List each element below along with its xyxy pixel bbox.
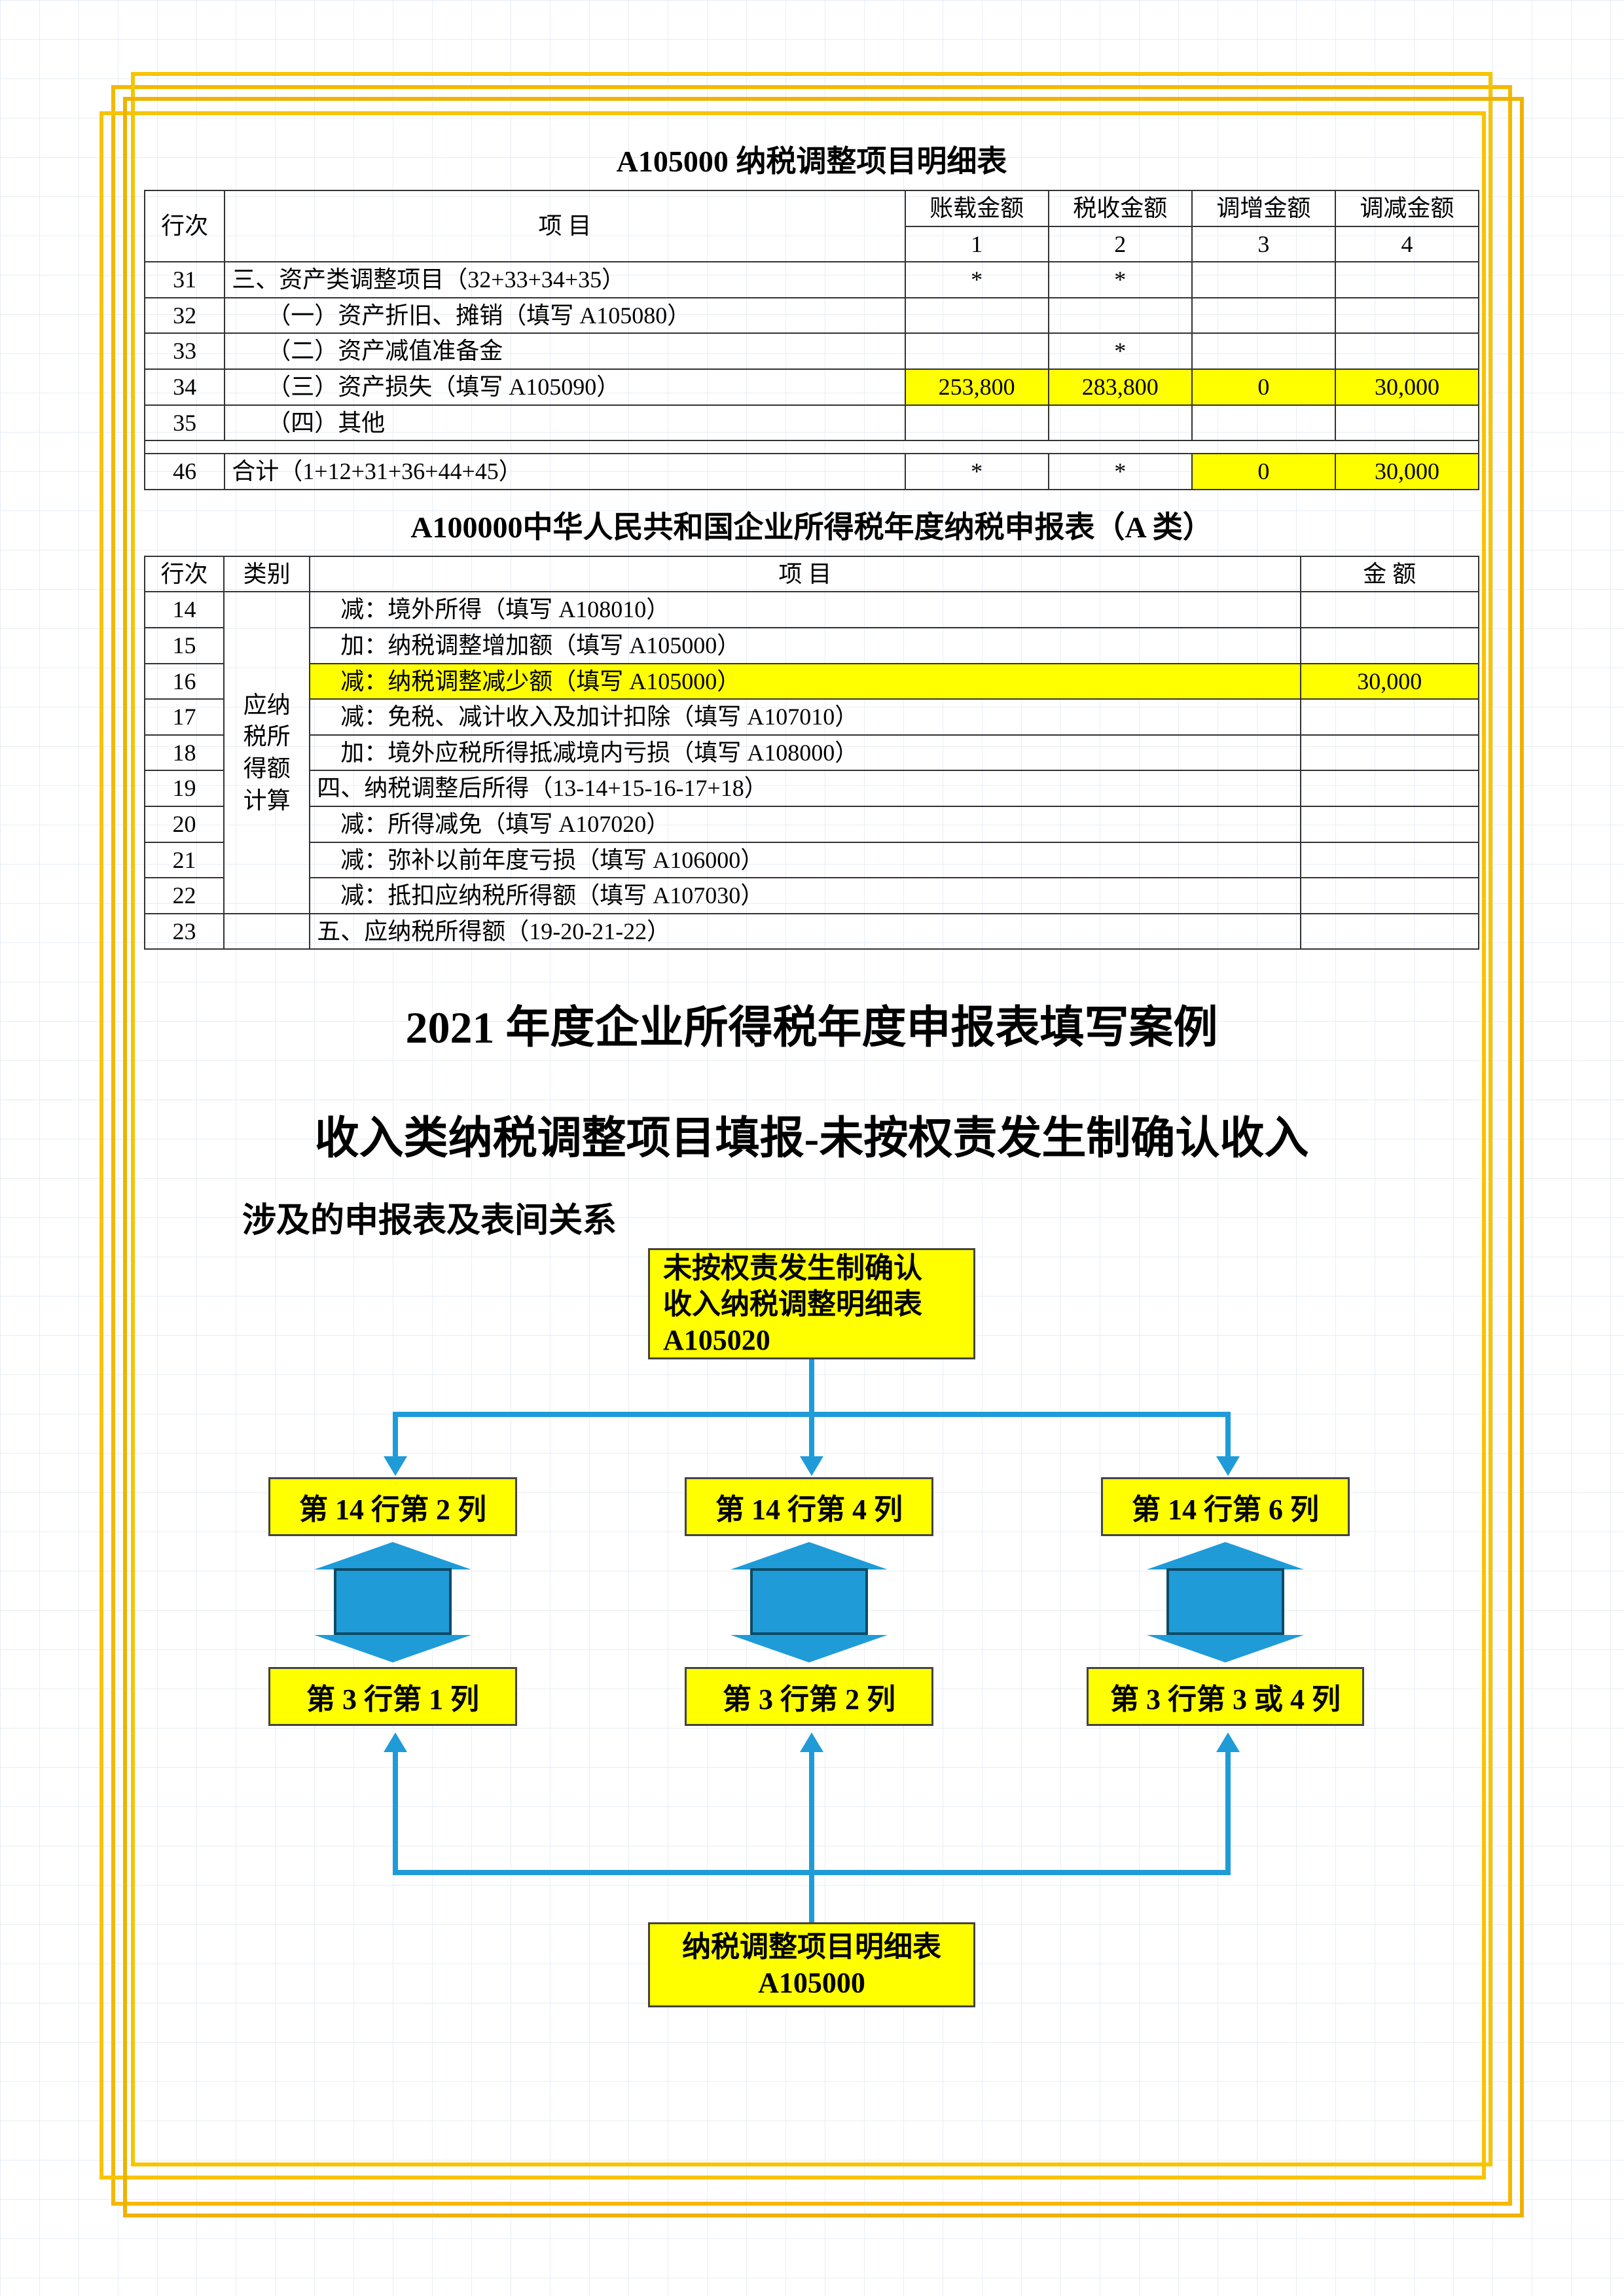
table-row: 34 （三）资产损失（填写 A105090）253,800283,800030,… (145, 369, 1479, 405)
th-c3: 调增金额 (1192, 190, 1335, 226)
arrowhead-icon (800, 1732, 823, 1752)
flow-top-box: 未按权责发生制确认 收入纳税调整明细表 A105020 (648, 1248, 975, 1359)
table-row: 21 减：弥补以前年度亏损（填写 A106000） (145, 842, 1479, 878)
th-row: 行次 (145, 190, 225, 262)
th-item: 项 目 (225, 190, 905, 262)
table-row: 19四、纳税调整后所得（13-14+15-16-17+18） (145, 770, 1479, 806)
flow-bottom-box: 纳税调整项目明细表 A105000 (648, 1922, 975, 2007)
th-c2: 税收金额 (1049, 190, 1192, 226)
arrowhead-icon (384, 1456, 407, 1476)
table-row: 33 （二）资产减值准备金* (145, 333, 1479, 369)
table-a105000: 行次 项 目 账载金额 税收金额 调增金额 调减金额 1 2 3 4 31三、资… (144, 190, 1479, 490)
arrowhead-icon (1216, 1456, 1240, 1476)
table2-title: A100000中华人民共和国企业所得税年度纳税申报表（A 类） (144, 503, 1479, 547)
table-gap (145, 440, 1479, 454)
double-arrow-icon (1134, 1546, 1317, 1657)
main-heading-2: 收入类纳税调整项目填报-未按权责发生制确认收入 (144, 1106, 1479, 1171)
arrowhead-icon (1216, 1732, 1240, 1752)
connector (809, 1752, 814, 1870)
table1-header-row1: 行次 项 目 账载金额 税收金额 调增金额 调减金额 (145, 190, 1479, 226)
flow-box-r2b: 第 3 行第 2 列 (685, 1667, 933, 1726)
flow-box-r2a: 第 3 行第 1 列 (268, 1667, 517, 1726)
flow-box-r1a: 第 14 行第 2 列 (268, 1477, 517, 1536)
connector (1225, 1412, 1231, 1458)
flow-box-r1b: 第 14 行第 4 列 (685, 1477, 933, 1536)
flowchart: 未按权责发生制确认 收入纳税调整明细表 A105020 第 14 行第 2 列 … (144, 1248, 1479, 2132)
table-row: 14应纳 税所 得额 计算 减：境外所得（填写 A108010） (145, 592, 1479, 628)
table1-title: A105000 纳税调整项目明细表 (144, 137, 1479, 181)
connector (809, 1870, 814, 1922)
table2-header: 行次 类别 项 目 金 额 (145, 556, 1479, 592)
table-row: 22 减：抵扣应纳税所得额（填写 A107030） (145, 878, 1479, 914)
table-row: 16 减：纳税调整减少额（填写 A105000）30,000 (145, 664, 1479, 700)
flow-box-r2c: 第 3 行第 3 或 4 列 (1087, 1667, 1364, 1726)
th-c1: 账载金额 (905, 190, 1049, 226)
table-row-total: 46合计（1+12+31+36+44+45）**030,000 (145, 454, 1479, 490)
table-row: 32 （一）资产折旧、摊销（填写 A105080） (145, 298, 1479, 334)
table-a100000: 行次 类别 项 目 金 额 14应纳 税所 得额 计算 减：境外所得（填写 A1… (144, 556, 1479, 950)
connector (393, 1752, 398, 1870)
arrowhead-icon (384, 1732, 407, 1752)
double-arrow-icon (717, 1546, 901, 1657)
table-row: 23五、应纳税所得额（19-20-21-22） (145, 914, 1479, 950)
table-row: 15 加：纳税调整增加额（填写 A105000） (145, 628, 1479, 664)
arrowhead-icon (800, 1456, 823, 1476)
flow-box-r1c: 第 14 行第 6 列 (1101, 1477, 1350, 1536)
category-cell: 应纳 税所 得额 计算 (224, 592, 310, 913)
connector (809, 1412, 814, 1458)
table-row: 17 减：免税、减计收入及加计扣除（填写 A107010） (145, 699, 1479, 735)
table-row: 20 减：所得减免（填写 A107020） (145, 806, 1479, 842)
sub-heading: 涉及的申报表及表间关系 (242, 1193, 1479, 1242)
table-row: 31三、资产类调整项目（32+33+34+35）** (145, 262, 1479, 298)
table-row: 18 加：境外应税所得抵减境内亏损（填写 A108000） (145, 735, 1479, 771)
connector (1225, 1752, 1231, 1870)
connector (809, 1359, 814, 1412)
double-arrow-icon (301, 1546, 484, 1657)
page-content: A105000 纳税调整项目明细表 行次 项 目 账载金额 税收金额 调增金额 … (144, 124, 1479, 2132)
th-c4: 调减金额 (1335, 190, 1479, 226)
connector (393, 1412, 398, 1458)
table-row: 35 （四）其他 (145, 405, 1479, 441)
main-heading-1: 2021 年度企业所得税年度申报表填写案例 (144, 996, 1479, 1060)
